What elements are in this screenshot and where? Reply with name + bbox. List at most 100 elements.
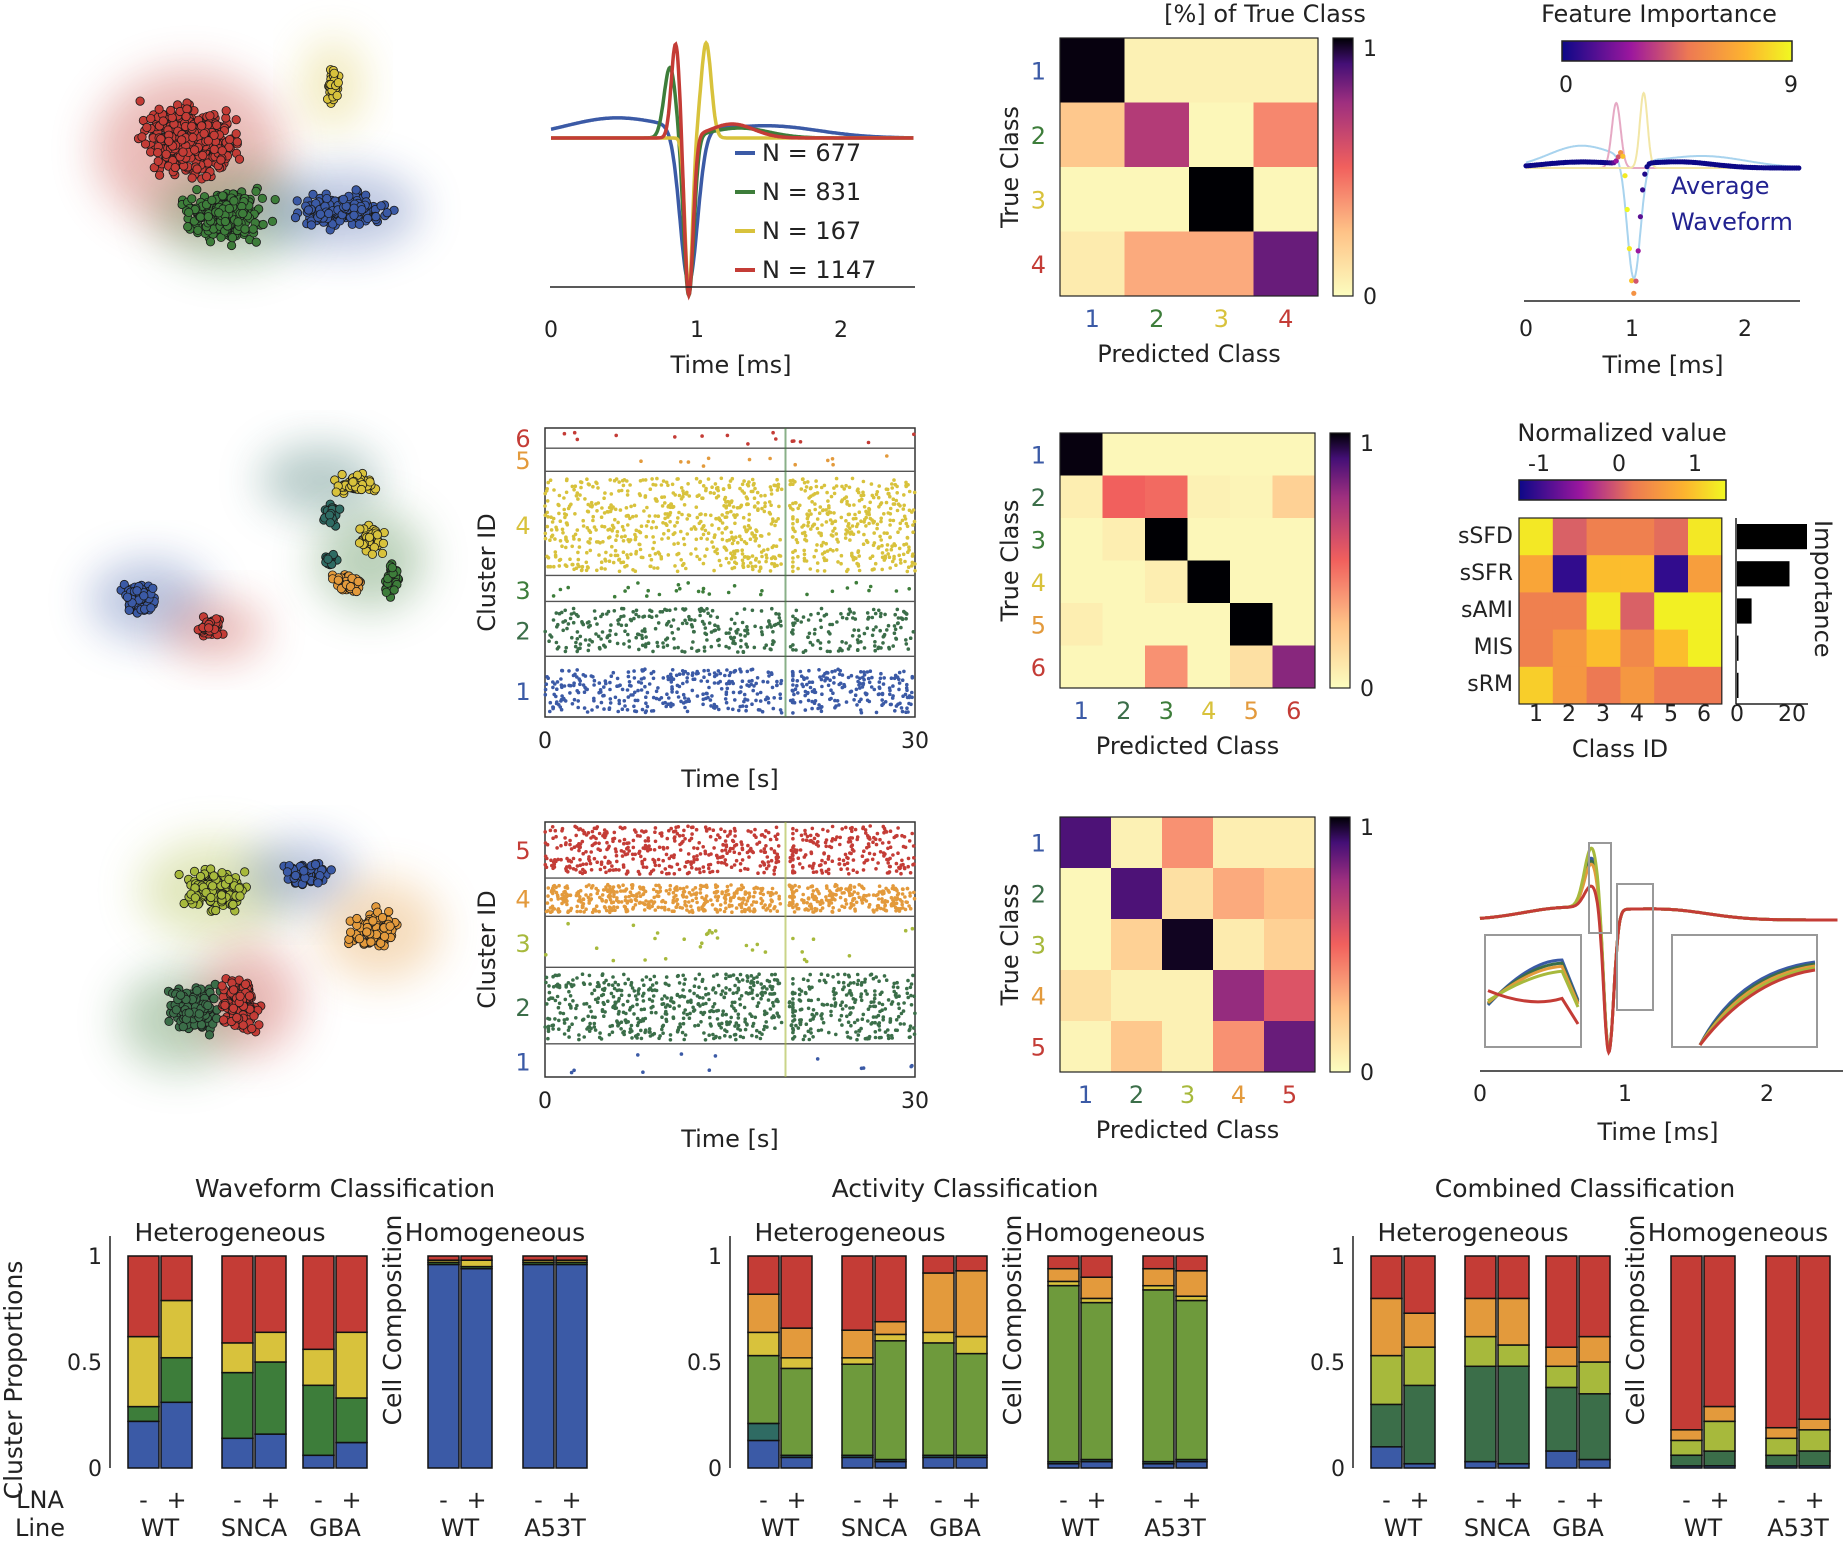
raster-spike	[742, 1005, 747, 1010]
raster-spike	[699, 606, 704, 611]
raster-row-label: 1	[515, 678, 530, 706]
raster-spike	[721, 487, 726, 492]
raster-spike	[791, 977, 795, 981]
raster-spike	[739, 994, 744, 998]
raster-spike	[645, 505, 649, 510]
raster-spike	[773, 523, 777, 528]
raster-spike	[834, 532, 839, 536]
umap-point	[389, 585, 399, 595]
raster-spike	[639, 1036, 644, 1041]
umap-point	[194, 1009, 204, 1019]
raster-spike	[856, 549, 861, 553]
raster-spike	[545, 524, 550, 529]
waveform-plot: 0 1 2 Time [ms] N = 677 N = 831 N = 167 …	[544, 40, 915, 379]
raster-row-label: 1	[515, 1049, 530, 1077]
raster-spike	[857, 510, 862, 514]
raster-spike	[880, 543, 884, 548]
umap-point	[234, 883, 244, 893]
raster-spike	[582, 690, 587, 694]
raster-spike	[547, 984, 551, 988]
umap-point	[349, 210, 359, 220]
raster-spike	[726, 706, 730, 711]
raster-spike	[747, 457, 752, 462]
raster-spike	[904, 686, 909, 690]
raster-spike	[724, 700, 729, 705]
raster-spike	[613, 695, 618, 700]
raster-spike	[884, 487, 889, 492]
raster-spike	[816, 611, 820, 616]
raster-spike	[745, 683, 749, 687]
raster-spike	[662, 532, 666, 536]
raster-spike	[877, 608, 881, 613]
raster-spike	[738, 667, 742, 671]
raster-spike	[706, 611, 710, 616]
raster-spike	[545, 1002, 549, 1006]
raster-spike	[831, 989, 836, 994]
raster-spike	[820, 523, 824, 527]
raster-spike	[807, 496, 811, 500]
umap-point	[183, 222, 193, 232]
importance-bar	[1737, 635, 1739, 661]
raster-spike	[730, 1000, 735, 1005]
umap-point	[323, 554, 333, 564]
raster-spike	[643, 958, 647, 962]
umap-point	[235, 991, 245, 1001]
raster-spike	[564, 521, 569, 525]
raster-spike	[699, 679, 703, 683]
raster-spike	[777, 504, 781, 509]
raster-spike	[615, 534, 619, 538]
raster-spike	[771, 706, 776, 711]
raster-spike	[842, 985, 846, 989]
raster-spike	[606, 536, 611, 540]
raster-spike	[699, 519, 703, 524]
raster-spike	[911, 973, 915, 978]
raster-spike	[877, 979, 881, 983]
raster-spike	[578, 493, 582, 497]
raster-spike	[576, 699, 580, 703]
umap-point	[220, 216, 230, 227]
raster-spike	[725, 668, 729, 672]
raster-spike	[812, 701, 817, 705]
fi-point	[1624, 206, 1630, 213]
raster-spike	[543, 531, 548, 536]
raster-spike	[676, 1028, 681, 1032]
raster-spike	[806, 520, 811, 525]
raster-spike	[702, 622, 706, 626]
raster-spike	[724, 692, 729, 697]
raster-spike	[791, 982, 795, 986]
confusion-cell	[1187, 560, 1231, 604]
raster-spike	[543, 1025, 547, 1029]
raster-spike	[880, 555, 885, 560]
raster-spike	[898, 504, 902, 508]
raster-spike	[613, 980, 618, 985]
raster-spike	[808, 972, 812, 977]
raster-spike	[750, 477, 755, 482]
raster-spike	[857, 568, 862, 573]
raster-spike	[752, 645, 757, 650]
raster-spike	[692, 677, 697, 681]
fi-point	[1629, 278, 1635, 284]
raster-spike	[614, 632, 618, 637]
raster-spike	[646, 641, 651, 645]
raster-spike	[593, 1028, 598, 1032]
umap-point	[171, 1005, 181, 1015]
raster-spike	[568, 691, 572, 695]
raster-spike	[909, 993, 913, 998]
raster-spike	[689, 552, 693, 556]
heatmap-cell	[1654, 592, 1689, 631]
raster-spike	[909, 1064, 913, 1069]
raster-spike	[649, 526, 654, 530]
raster-spike	[603, 679, 608, 683]
raster-spike	[911, 508, 916, 512]
confusion-cell	[1187, 603, 1231, 646]
raster-spike	[728, 670, 733, 675]
raster-spike	[680, 669, 685, 673]
raster-spike	[748, 561, 753, 565]
umap-point	[333, 575, 343, 585]
raster-spike	[875, 522, 880, 527]
raster-spike	[867, 680, 872, 685]
feature-importance-cbar-0: 0	[1559, 73, 1573, 98]
raster-spike	[861, 542, 866, 546]
raster-spike	[756, 501, 760, 505]
raster-spike	[573, 532, 578, 537]
